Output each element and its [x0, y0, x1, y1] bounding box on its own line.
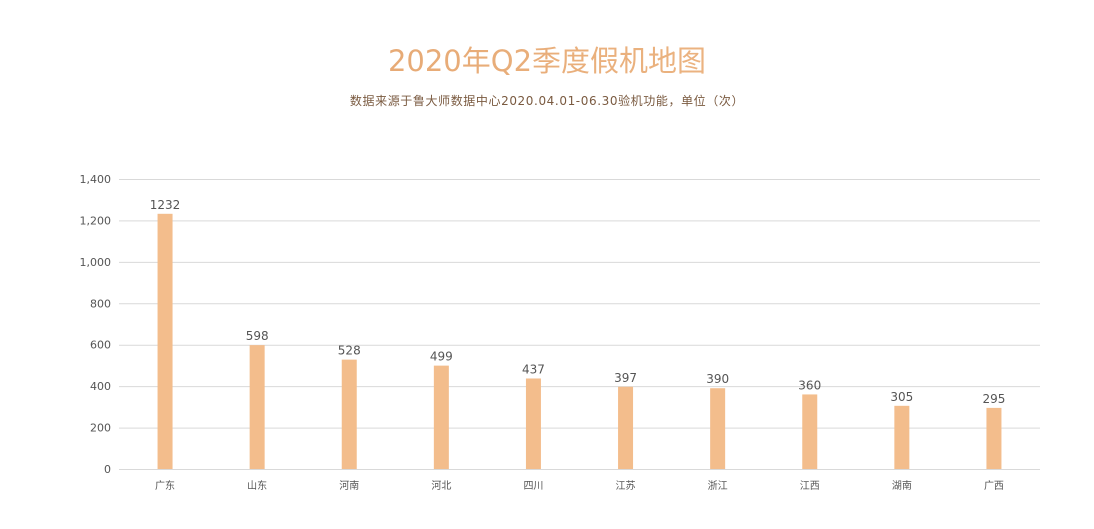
y-tick-label: 200	[90, 422, 111, 435]
y-tick-label: 1,000	[80, 256, 112, 269]
data-label: 437	[522, 362, 545, 376]
data-labels: 1232 598 528 499 437 397 390 360 305 295	[150, 198, 1006, 406]
x-tick-label: 广东	[155, 479, 175, 492]
x-tick-label: 湖南	[892, 479, 912, 492]
bar	[341, 359, 357, 469]
bar	[525, 378, 541, 469]
x-tick-label: 山东	[247, 479, 267, 492]
x-tick-label: 江苏	[616, 479, 636, 492]
data-label: 528	[338, 344, 361, 358]
y-tick-label: 1,400	[80, 173, 112, 186]
data-label: 390	[706, 372, 729, 386]
bar	[157, 213, 173, 469]
x-tick-label: 河南	[339, 479, 359, 492]
chart-subtitle: 数据来源于鲁大师数据中心2020.04.01-06.30验机功能，单位（次）	[349, 94, 745, 108]
data-label: 1232	[150, 198, 181, 212]
data-label: 499	[430, 350, 453, 364]
data-label: 360	[798, 378, 821, 392]
x-tick-label: 浙江	[708, 480, 728, 492]
data-label: 295	[982, 392, 1005, 406]
y-tick-label: 0	[104, 463, 111, 476]
bars	[157, 213, 1002, 469]
grid-lines	[119, 179, 1040, 470]
y-tick-label: 1,200	[80, 214, 112, 227]
bar	[894, 405, 910, 469]
data-label: 305	[890, 390, 913, 404]
x-axis-ticks: 广东 山东 河南 河北 四川 江苏 浙江 江西 湖南 广西	[155, 479, 1004, 492]
bar	[986, 407, 1002, 469]
bar	[710, 388, 726, 469]
data-label: 397	[614, 371, 637, 385]
data-label: 598	[246, 329, 269, 343]
bar	[618, 386, 634, 469]
x-tick-label: 广西	[984, 480, 1004, 492]
y-tick-label: 800	[90, 297, 111, 310]
x-tick-label: 四川	[523, 481, 543, 492]
y-tick-label: 600	[90, 339, 111, 352]
bar	[802, 394, 818, 469]
x-tick-label: 河北	[431, 480, 451, 492]
x-tick-label: 江西	[800, 480, 820, 492]
bar	[433, 365, 449, 469]
y-axis-ticks: 0 200 400 600 800 1,000 1,200 1,400	[80, 173, 112, 476]
y-tick-label: 400	[90, 380, 111, 393]
bar	[249, 345, 265, 469]
chart-title: 2020年Q2季度假机地图	[0, 40, 1094, 82]
